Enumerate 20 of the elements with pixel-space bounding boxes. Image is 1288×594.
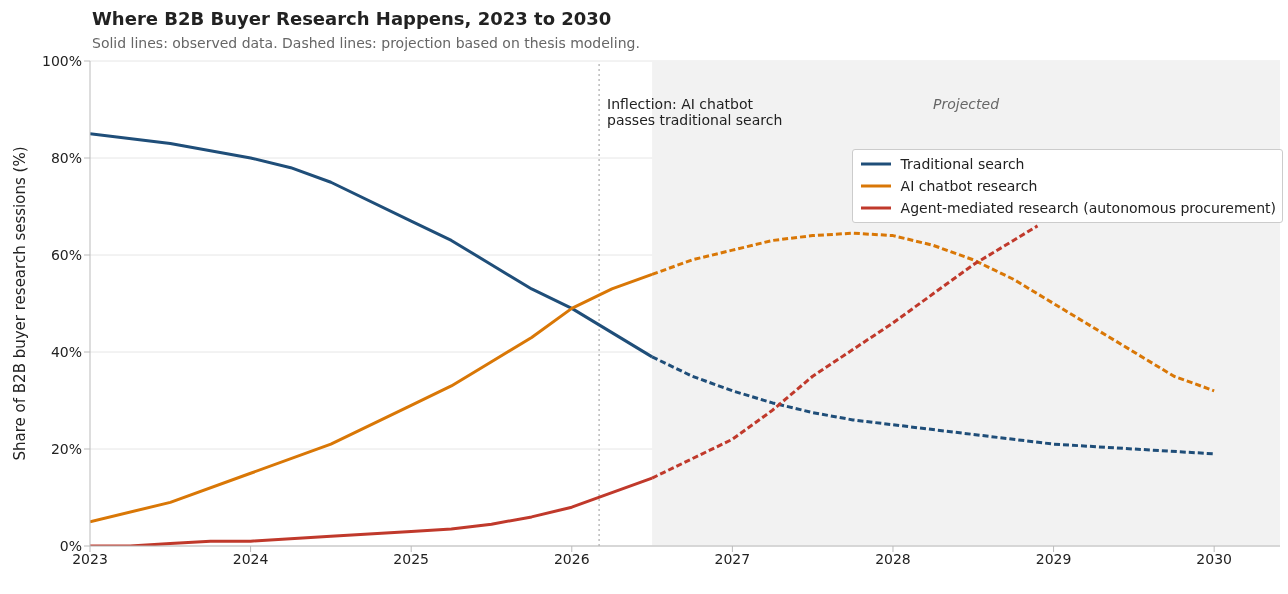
x-tick-label: 2030 [1196, 550, 1232, 567]
x-tick-label: 2029 [1035, 550, 1072, 567]
x-tick-label: 2026 [553, 550, 590, 567]
y-tick-label: 80% [50, 149, 82, 166]
x-tick-label: 2024 [232, 550, 269, 567]
y-tick-label: 60% [50, 246, 82, 263]
chart-subtitle: Solid lines: observed data. Dashed lines: projection based on thesis modeling. [92, 35, 641, 51]
legend-label: Agent-mediated research (autonomous procurement) [900, 200, 1276, 216]
y-axis-title: Share of B2B buyer research sessions (%) [11, 146, 30, 461]
y-tick-label: 40% [50, 343, 82, 360]
legend-label: AI chatbot research [900, 178, 1038, 194]
y-tick-label: 20% [50, 440, 82, 457]
ref-line-label: Inflection: AI chatbot passes traditional search [607, 96, 784, 128]
y-tick-label: 100% [41, 52, 82, 69]
x-tick-label: 2028 [875, 550, 911, 567]
chart-title: Where B2B Buyer Research Happens, 2023 to 2030 [92, 8, 613, 29]
band-label: Projected [933, 95, 1000, 112]
x-tick-label: 2025 [393, 550, 430, 567]
x-tick-label: 2027 [714, 550, 751, 567]
legend-label: Traditional search [900, 156, 1025, 172]
